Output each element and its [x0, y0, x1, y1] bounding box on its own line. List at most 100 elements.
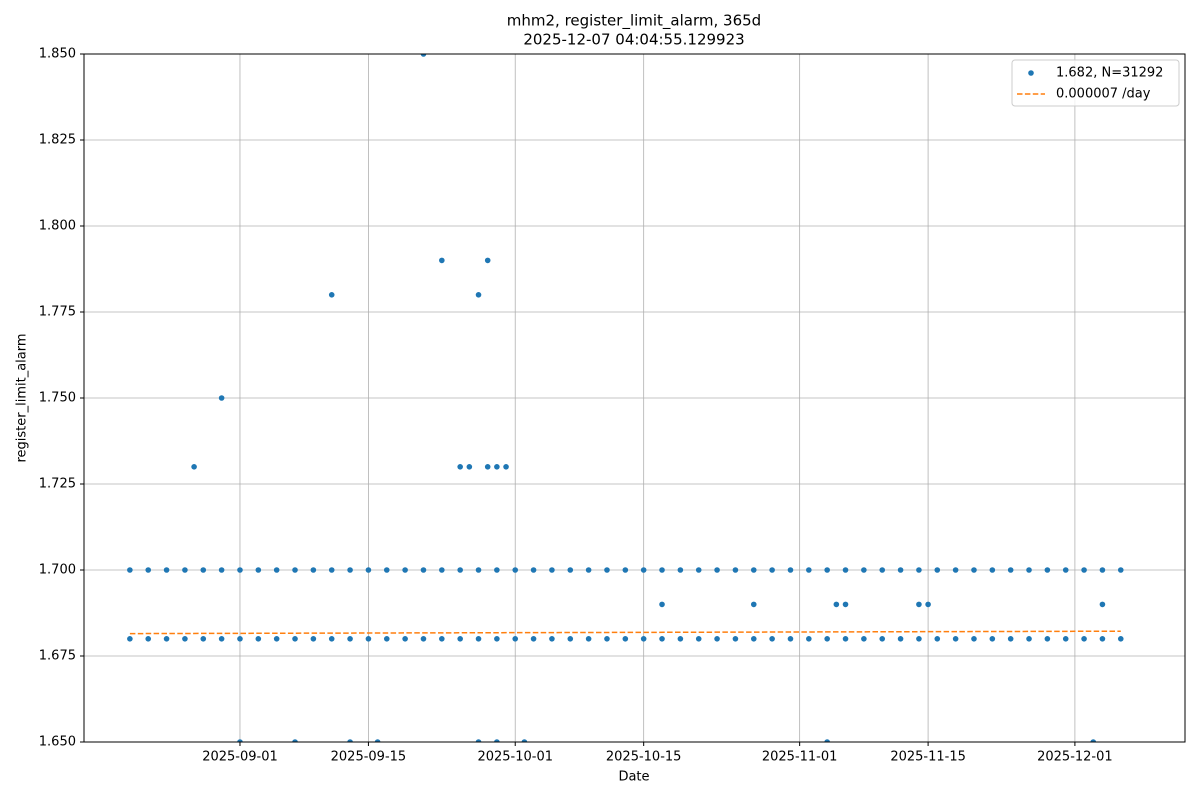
data-point: [824, 567, 830, 573]
data-point: [640, 567, 647, 573]
data-point: [494, 636, 500, 642]
data-point: [310, 567, 317, 573]
data-point: [585, 636, 592, 642]
data-point: [842, 567, 849, 573]
data-point: [503, 464, 509, 470]
data-point: [824, 636, 830, 642]
y-tick-label: 1.775: [39, 305, 76, 320]
x-tick-label: 2025-09-01: [202, 750, 278, 765]
data-point: [677, 567, 684, 573]
data-point: [989, 567, 996, 573]
data-point: [420, 54, 427, 57]
data-point: [585, 567, 592, 573]
data-point: [925, 601, 931, 608]
x-tick-label: 2025-10-01: [477, 750, 553, 765]
data-point: [1099, 636, 1106, 642]
data-point: [971, 636, 977, 642]
data-point: [1044, 636, 1051, 642]
data-point: [475, 636, 482, 642]
data-point: [1007, 567, 1014, 573]
data-point: [328, 567, 335, 573]
data-point: [292, 567, 298, 573]
data-point: [145, 567, 152, 573]
data-point: [457, 567, 463, 573]
data-point: [750, 636, 757, 642]
trend-line: [129, 630, 1121, 635]
data-point: [255, 636, 262, 642]
legend-label: 1.682, N=31292: [1056, 66, 1163, 81]
data-point: [200, 567, 207, 573]
data-point: [879, 636, 886, 642]
data-point: [273, 636, 280, 642]
data-point: [273, 567, 280, 573]
x-tick-label: 2025-09-15: [331, 750, 407, 765]
data-point: [659, 567, 665, 573]
data-point: [806, 567, 812, 573]
data-point: [402, 567, 408, 573]
data-point: [732, 567, 739, 573]
data-point: [145, 636, 152, 642]
data-point: [1007, 636, 1014, 642]
data-point: [218, 636, 225, 642]
data-point: [494, 464, 500, 470]
data-point: [842, 636, 849, 642]
data-point: [549, 636, 555, 642]
data-point: [897, 636, 904, 642]
data-point: [1099, 601, 1106, 608]
legend-swatch: [1028, 70, 1034, 76]
data-point: [1117, 636, 1124, 642]
data-point: [971, 567, 977, 573]
data-point: [879, 567, 886, 573]
data-point: [1081, 636, 1087, 642]
data-point: [439, 567, 445, 573]
y-tick-label: 1.675: [39, 649, 76, 664]
y-tick-label: 1.800: [39, 219, 76, 234]
data-point: [916, 636, 922, 642]
data-point: [475, 739, 482, 742]
data-point: [383, 636, 390, 642]
data-point: [549, 567, 555, 573]
data-point: [640, 636, 647, 642]
data-point: [842, 601, 849, 608]
data-point: [750, 567, 757, 573]
x-tick-label: 2025-11-01: [762, 750, 838, 765]
data-point: [347, 567, 353, 573]
y-tick-label: 1.825: [39, 133, 76, 148]
data-point: [347, 636, 353, 642]
data-point: [163, 636, 170, 642]
data-point: [659, 636, 665, 642]
data-point: [604, 636, 610, 642]
data-point: [484, 257, 491, 264]
data-point: [714, 567, 720, 573]
data-point: [769, 636, 775, 642]
chart-subtitle: 2025-12-07 04:04:55.129923: [523, 31, 744, 49]
data-point: [420, 567, 427, 573]
data-point: [402, 636, 408, 642]
data-point: [328, 292, 335, 298]
data-point: [292, 636, 298, 642]
y-tick-label: 1.725: [39, 477, 76, 492]
data-point: [457, 636, 463, 642]
data-point: [237, 636, 243, 642]
data-point: [916, 601, 922, 608]
data-point: [714, 636, 720, 642]
data-point: [475, 292, 482, 298]
data-point: [622, 567, 629, 573]
data-point: [806, 636, 812, 642]
y-tick-label: 1.700: [39, 563, 76, 578]
data-point: [494, 739, 500, 742]
x-tick-label: 2025-11-15: [890, 750, 966, 765]
data-point: [604, 567, 610, 573]
data-point: [622, 636, 629, 642]
data-point: [833, 601, 840, 608]
x-tick-label: 2025-12-01: [1037, 750, 1113, 765]
data-point: [659, 601, 665, 608]
data-point: [457, 464, 463, 470]
data-point: [787, 636, 794, 642]
x-axis-label: Date: [618, 770, 649, 785]
data-point: [1062, 567, 1069, 573]
data-point: [218, 395, 225, 401]
data-point: [191, 464, 197, 470]
